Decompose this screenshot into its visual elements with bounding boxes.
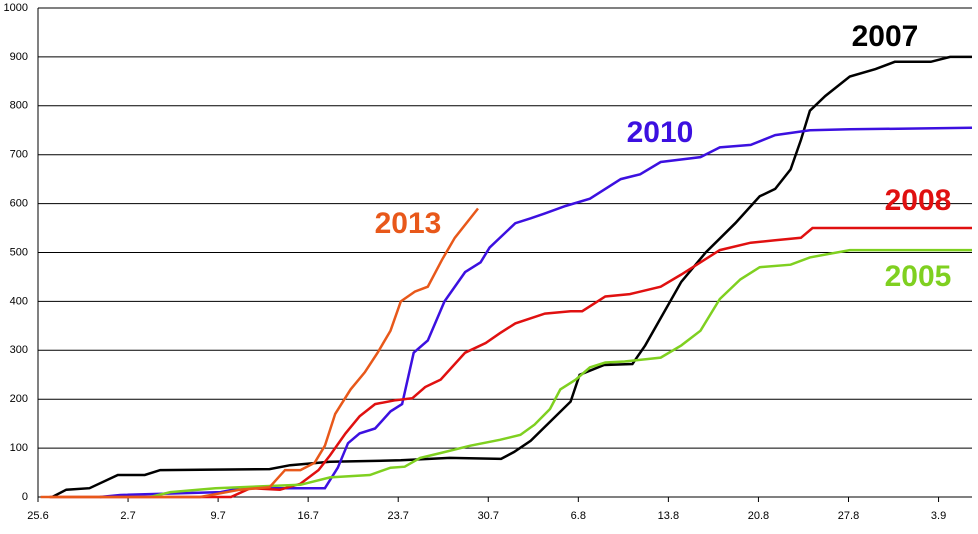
y-tick-label: 100 [10,442,28,454]
x-tick-label: 2.7 [120,510,135,522]
x-tick-label: 25.6 [27,510,48,522]
x-tick-label: 27.8 [838,510,859,522]
series-label: 2005 [885,260,952,293]
series-line [51,55,972,499]
series-label: 2007 [852,20,919,53]
y-tick-label: 800 [10,100,28,112]
x-tick-label: 6.8 [571,510,586,522]
series-line [99,126,973,499]
series-label: 2010 [627,116,694,149]
y-tick-label: 500 [10,246,28,258]
x-tick-label: 13.8 [658,510,679,522]
x-tick-label: 20.8 [748,510,769,522]
y-tick-label: 600 [10,198,28,210]
x-tick-label: 16.7 [297,510,318,522]
x-tick-label: 30.7 [478,510,499,522]
x-tick-label: 3.9 [931,510,946,522]
y-tick-label: 0 [22,491,28,503]
y-tick-label: 400 [10,295,28,307]
y-tick-label: 300 [10,344,28,356]
y-tick-label: 700 [10,149,28,161]
y-tick-label: 900 [10,51,28,63]
y-tick-label: 1000 [4,2,28,14]
series-line [40,207,479,499]
series-line [149,248,972,499]
x-tick-label: 9.7 [210,510,225,522]
series-line [49,226,972,499]
x-tick-label: 23.7 [388,510,409,522]
series-label: 2013 [375,207,442,240]
y-tick-label: 200 [10,393,28,405]
series-label: 2008 [885,184,952,217]
